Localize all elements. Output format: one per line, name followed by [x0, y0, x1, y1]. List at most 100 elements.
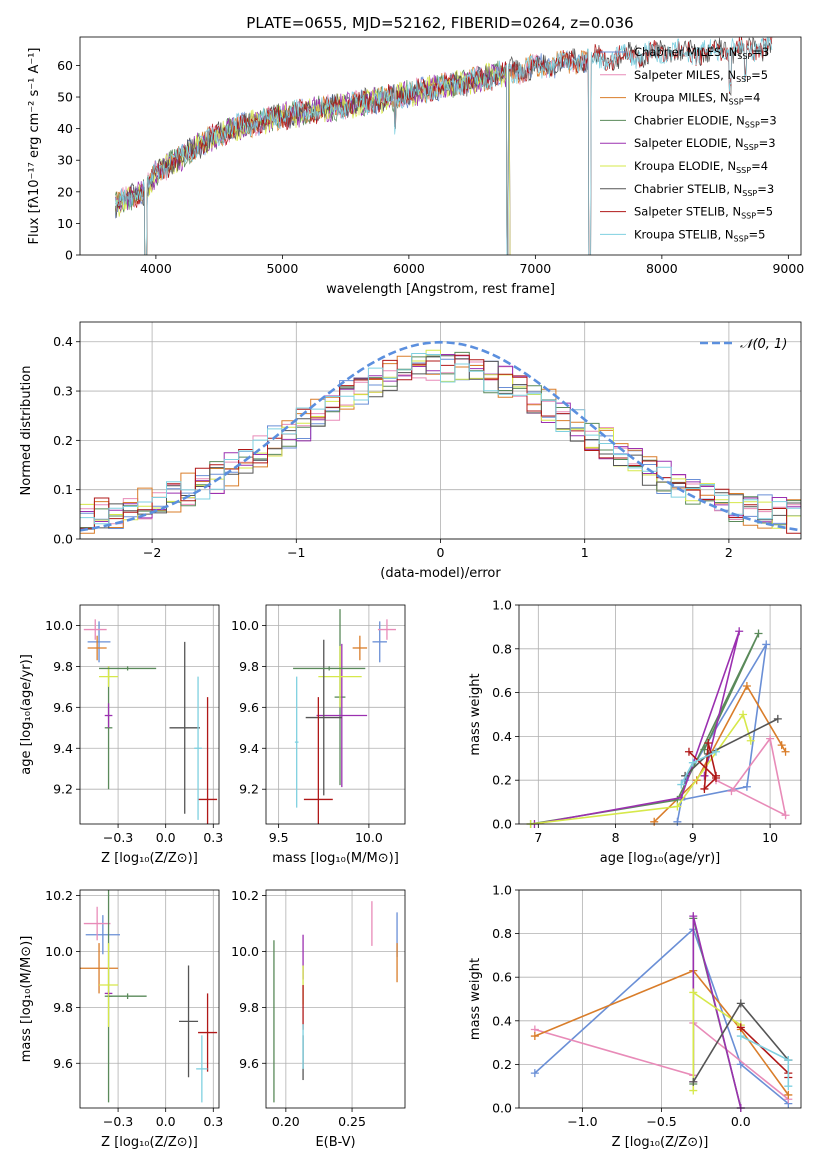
age_vs_Z-ylabel: age [log₁₀(age/yr)]	[19, 654, 34, 775]
mass_vs_ebv-y-tick-label: 10.0	[231, 944, 259, 959]
spectrum-y-tick-label: 50	[57, 90, 73, 105]
weight_vs_Z-point-marker	[689, 912, 698, 921]
spectrum-legend-tail: =5	[749, 227, 766, 241]
residuals-hist-kroupa-stelib	[80, 353, 801, 539]
weight_vs_Z-point-marker	[530, 1069, 539, 1078]
residuals-y-tick-label: 0.0	[53, 532, 73, 547]
weight_vs_Z-series-line	[534, 969, 789, 1096]
spectrum-legend-label: Kroupa ELODIE, NSSP=4	[634, 159, 768, 175]
weight_vs_age-point-marker	[777, 741, 786, 750]
weight_vs_Z-point-marker	[530, 1032, 539, 1041]
spectrum-legend-tail: =3	[752, 45, 769, 59]
weight_vs_age-series-line	[715, 736, 787, 817]
mass_vs_Z-x-tick-label: 0.0	[156, 1114, 176, 1129]
weight_vs_age-point-marker	[712, 747, 721, 756]
age_vs_mass-axes	[262, 605, 405, 828]
spectrum-legend-subscript: SSP	[729, 98, 744, 107]
weight_vs_age-point-marker	[739, 710, 748, 719]
spectrum-legend-subscript: SSP	[745, 120, 760, 129]
weight_vs_Z-y-tick-label: 0.6	[492, 970, 512, 985]
residuals-ylabel: Normed distribution	[19, 366, 34, 496]
residuals-x-tick-label: 0	[437, 545, 445, 560]
spectrum-x-tick-label: 7000	[519, 261, 551, 276]
weight_vs_age-y-tick-label: 0.2	[492, 773, 512, 788]
mass_vs_Z-xlabel: Z [log₁₀(Z/Z⊙)]	[101, 1135, 198, 1150]
weight_vs_age-point-marker	[742, 682, 751, 691]
age_vs_Z-y-tick-label: 9.6	[53, 700, 73, 715]
weight_vs_Z-x-tick-label: 0.0	[731, 1114, 751, 1129]
age_vs_mass-y-tick-label: 10.0	[231, 618, 259, 633]
residuals-y-tick-label: 0.3	[53, 384, 73, 399]
age_vs_mass-y-tick-label: 9.6	[239, 700, 259, 715]
weight_vs_age-point-marker	[673, 802, 682, 811]
age_vs_Z-axes	[76, 605, 219, 828]
spectrum-x-tick-label: 8000	[646, 261, 678, 276]
spectrum-legend-tail: =4	[751, 159, 768, 173]
age_vs_Z-y-tick-label: 10.0	[45, 618, 73, 633]
spectrum-legend-label: Kroupa STELIB, NSSP=5	[634, 227, 765, 243]
spectrum-legend-label: Salpeter MILES, NSSP=5	[634, 68, 768, 84]
weight_vs_Z-series-line	[692, 916, 742, 1108]
weight_vs_Z-point-marker	[736, 1023, 745, 1032]
spectrum-series-chabrier-elodie	[115, 60, 511, 255]
weight_vs_age-point-marker	[773, 714, 782, 723]
weight_vs_age-point-marker	[677, 780, 686, 789]
residuals-axes	[76, 322, 801, 543]
weight_vs_age-x-tick-label: 9	[689, 830, 697, 845]
mass_vs_ebv-x-tick-label: 0.20	[272, 1114, 300, 1129]
mass_vs_Z-x-tick-label: −0.3	[103, 1114, 133, 1129]
age_vs_Z-y-tick-label: 9.8	[53, 659, 73, 674]
weight_vs_Z-xlabel: Z [log₁₀(Z/Z⊙)]	[612, 1135, 709, 1150]
age_vs_Z-y-tick-label: 9.2	[53, 782, 73, 797]
weight_vs_Z-x-tick-label: −1.0	[567, 1114, 597, 1129]
age_vs_Z-xlabel: Z [log₁₀(Z/Z⊙)]	[101, 851, 198, 866]
weight_vs_age-ylabel: mass weight	[468, 673, 483, 755]
weight_vs_age-point-marker	[700, 771, 709, 780]
spectrum-legend-subscript: SSP	[734, 234, 749, 243]
weight_vs_age-point-marker	[781, 747, 790, 756]
weight_vs_age-point-marker	[735, 627, 744, 636]
residuals-normal-curve	[79, 340, 802, 532]
spectrum-y-tick-label: 40	[57, 121, 73, 136]
spectrum-legend-tail: =3	[757, 182, 774, 196]
spectrum-legend-subscript: SSP	[742, 189, 757, 198]
age_vs_mass-xlabel: mass [log₁₀(M/M⊙)]	[272, 851, 399, 866]
mass_vs_Z-y-tick-label: 9.8	[53, 1000, 73, 1015]
mass_vs_ebv-y-tick-label: 9.6	[239, 1056, 259, 1071]
weight_vs_Z-y-tick-label: 0.4	[492, 1013, 512, 1028]
spectrum-y-tick-label: 30	[57, 153, 73, 168]
mass_vs_ebv-xlabel: E(B-V)	[315, 1135, 355, 1150]
spectrum-series-kroupa-miles	[115, 48, 590, 255]
mass_vs_Z-y-tick-label: 10.0	[45, 944, 73, 959]
mass_vs_Z-x-tick-label: 0.3	[203, 1114, 223, 1129]
spectrum-legend-subscript: SSP	[736, 166, 751, 175]
weight_vs_age-point-marker	[754, 629, 763, 638]
weight_vs_age-axes	[515, 604, 801, 828]
spectrum-x-tick-label: 4000	[140, 261, 172, 276]
spectrum-x-tick-label: 5000	[266, 261, 298, 276]
age_vs_Z-frame	[79, 604, 220, 825]
weight_vs_age-y-tick-label: 0.0	[492, 817, 512, 832]
residuals-y-tick-label: 0.2	[53, 433, 73, 448]
age_vs_Z-x-tick-label: −0.3	[103, 830, 133, 845]
spectrum-legend-tail: =3	[760, 113, 777, 127]
weight_vs_Z-y-tick-label: 0.0	[492, 1101, 512, 1116]
mass_vs_Z-frame	[79, 889, 220, 1109]
spectrum-series-salpeter-elodie	[115, 64, 511, 255]
mass_vs_Z-ylabel: mass [log₁₀(M/M⊙)]	[19, 936, 34, 1063]
spectrum-x-tick-label: 9000	[772, 261, 804, 276]
weight_vs_Z-point-marker	[736, 1032, 745, 1041]
residuals-x-tick-label: −1	[287, 545, 305, 560]
weight_vs_Z-point-marker	[689, 1077, 698, 1086]
residuals-x-tick-label: 1	[581, 545, 589, 560]
weight_vs_age-point-marker	[712, 771, 721, 780]
weight_vs_age-point-marker	[650, 817, 659, 826]
weight_vs_Z-point-marker	[689, 1086, 698, 1095]
spectrum-legend-subscript: SSP	[737, 52, 752, 61]
weight_vs_age-point-marker	[673, 817, 682, 826]
spectrum-y-tick-label: 10	[57, 216, 73, 231]
spectrum-legend-subscript: SSP	[744, 143, 759, 152]
weight_vs_Z-point-marker	[784, 1056, 793, 1065]
weight_vs_age-x-tick-label: 7	[534, 830, 542, 845]
